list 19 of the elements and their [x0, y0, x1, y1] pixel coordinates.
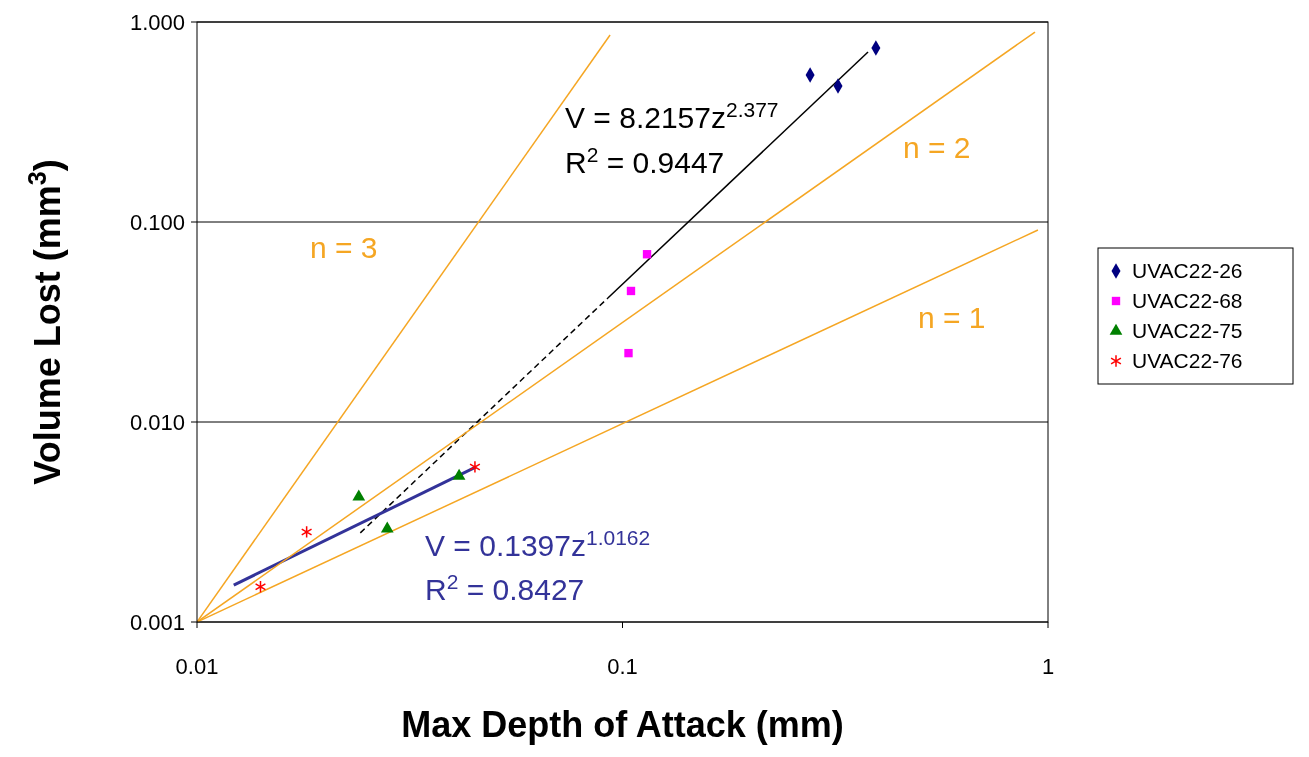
legend-label: UVAC22-26 — [1132, 259, 1243, 282]
x-tick-label: 0.01 — [175, 654, 219, 679]
annotation: V = 8.2157z$^{2.377}$ — [565, 97, 779, 134]
annotation: R$^{2}$ = 0.9447 — [565, 142, 725, 179]
y-tick-label: 1.000 — [129, 10, 185, 35]
y-tick-label: 0.001 — [129, 610, 185, 635]
y-tick-label: 0.010 — [129, 410, 185, 435]
x-axis-title: Max Depth of Attack (mm) — [401, 704, 844, 745]
annotation: V = 0.1397z$^{1.0162}$ — [425, 525, 651, 562]
x-tick-label: 0.1 — [607, 654, 638, 679]
x-tick-label: 1 — [1041, 654, 1055, 679]
legend-label: UVAC22-68 — [1132, 289, 1243, 312]
annotation: R$^{2}$ = 0.8427 — [425, 569, 585, 606]
annotation: n = 1 — [918, 301, 986, 334]
y-tick-label: 0.100 — [129, 210, 185, 235]
legend-label: UVAC22-75 — [1132, 319, 1243, 342]
annotation: n = 2 — [903, 131, 971, 164]
annotation: n = 3 — [310, 231, 378, 264]
legend-label: UVAC22-76 — [1132, 349, 1243, 372]
